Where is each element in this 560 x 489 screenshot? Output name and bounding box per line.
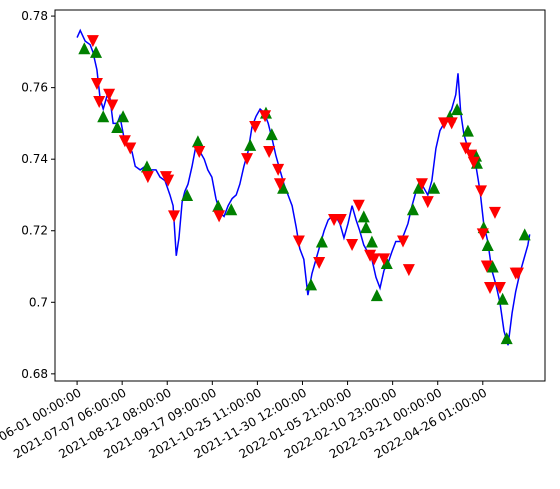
buy-marker (97, 110, 110, 123)
buy-marker (315, 235, 328, 248)
sell-marker (474, 185, 487, 198)
sell-marker (168, 210, 181, 223)
buy-marker (412, 181, 425, 194)
sell-marker (421, 196, 434, 209)
sell-marker (415, 178, 428, 191)
buy-marker (225, 203, 238, 216)
buy-marker (117, 110, 130, 123)
sell-marker (292, 235, 305, 248)
buy-marker (191, 135, 204, 148)
sell-marker (313, 256, 326, 269)
buy-marker (496, 292, 509, 305)
buy-marker (357, 210, 370, 223)
buy-marker (518, 228, 531, 241)
sell-marker (467, 156, 480, 169)
plot-area (76, 28, 531, 346)
sell-marker (86, 35, 99, 48)
sell-marker (368, 253, 381, 266)
buy-marker (244, 138, 257, 151)
buy-marker (486, 260, 499, 273)
sell-marker (445, 117, 458, 130)
buy-marker (406, 203, 419, 216)
sell-marker (241, 153, 254, 166)
sell-marker (459, 142, 472, 155)
sell-marker (93, 95, 106, 108)
buy-marker (461, 124, 474, 137)
sell-marker (273, 178, 286, 191)
sell-marker (484, 281, 497, 294)
sell-marker (272, 163, 285, 176)
sell-marker (106, 99, 119, 112)
buy-marker (481, 239, 494, 252)
buy-marker (365, 235, 378, 248)
sell-marker (378, 253, 391, 266)
sell-marker (90, 78, 103, 91)
buy-marker (360, 221, 373, 234)
sell-marker (193, 146, 206, 159)
sell-marker (465, 149, 478, 162)
sell-marker (334, 214, 347, 227)
y-tick-label: 0.78 (21, 9, 48, 23)
sell-marker (476, 228, 489, 241)
y-tick-label: 0.7 (29, 295, 48, 309)
sell-marker (259, 110, 272, 123)
buy-marker (265, 128, 278, 141)
sell-marker (488, 206, 501, 219)
axes-frame (54, 9, 546, 382)
sell-marker (346, 239, 359, 252)
y-tick-label: 0.72 (21, 224, 48, 238)
buy-marker (500, 332, 513, 345)
buy-marker (370, 289, 383, 302)
buy-marker (140, 160, 153, 173)
y-tick-label: 0.76 (21, 81, 48, 95)
buy-marker (451, 103, 464, 116)
buy-marker (78, 42, 91, 55)
y-tick-label: 0.68 (21, 367, 48, 381)
buy-marker (380, 256, 393, 269)
sell-marker (493, 281, 506, 294)
sell-marker (511, 267, 524, 280)
sell-marker (480, 260, 493, 273)
buy-marker (111, 120, 124, 133)
sell-marker (118, 135, 131, 148)
buy-marker (90, 45, 103, 58)
sell-marker (249, 120, 262, 133)
buy-marker (212, 199, 225, 212)
sell-marker (397, 235, 410, 248)
buy-marker (428, 181, 441, 194)
sell-marker (162, 174, 175, 187)
sell-marker (402, 264, 415, 277)
sell-marker (352, 199, 365, 212)
buy-marker (305, 278, 318, 291)
sell-marker (103, 88, 116, 101)
sell-marker (124, 142, 137, 155)
buy-marker (277, 181, 290, 194)
sell-marker (141, 171, 154, 184)
sell-marker (438, 117, 451, 130)
sell-marker (263, 146, 276, 159)
y-tick-label: 0.74 (21, 152, 48, 166)
sell-marker (213, 210, 226, 223)
buy-marker (181, 188, 194, 201)
